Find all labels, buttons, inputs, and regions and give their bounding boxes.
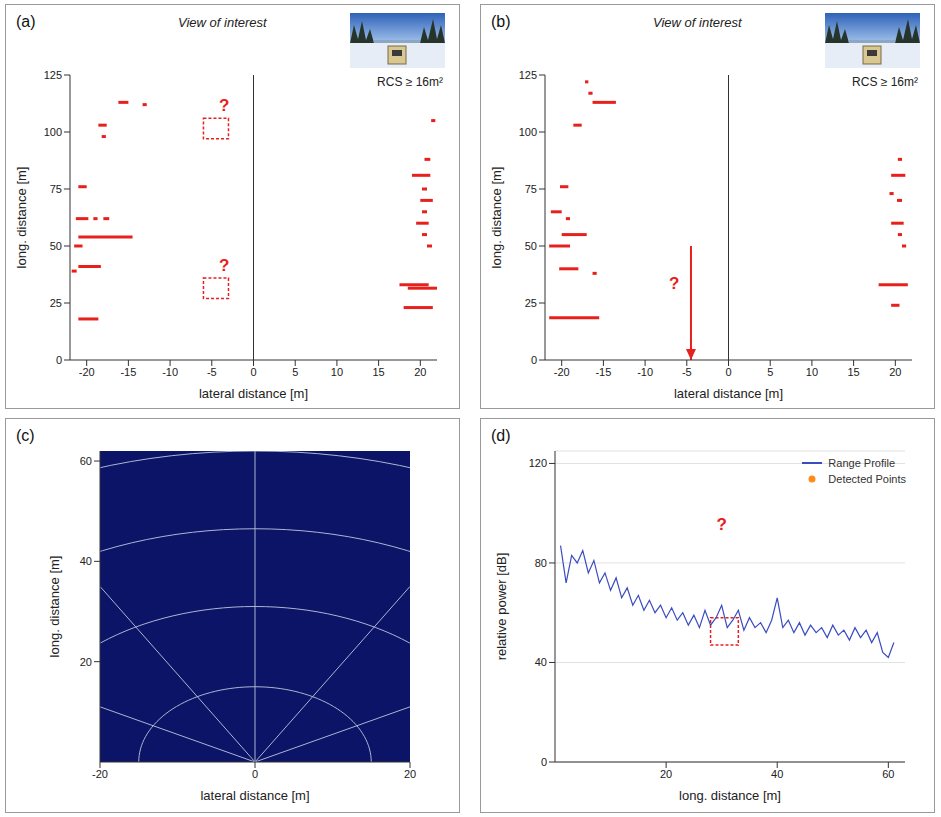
svg-text:-5: -5	[207, 366, 217, 378]
svg-text:80: 80	[535, 557, 547, 569]
svg-text:20: 20	[404, 768, 416, 780]
html-text:View of interest: View of interest	[653, 15, 742, 30]
html-text:RCS ≥ 16m²: RCS ≥ 16m²	[377, 75, 443, 89]
svg-text:-15: -15	[595, 366, 611, 378]
svg-text:15: 15	[847, 366, 859, 378]
html-text:View of interest: View of interest	[178, 15, 267, 30]
svg-text:long. distance [m]: long. distance [m]	[679, 788, 781, 803]
svg-text:?: ?	[219, 256, 229, 275]
svg-text:60: 60	[882, 768, 894, 780]
svg-text:long. distance [m]: long. distance [m]	[489, 167, 504, 269]
svg-text:-15: -15	[120, 366, 136, 378]
svg-text:long. distance [m]: long. distance [m]	[14, 167, 29, 269]
svg-text:5: 5	[767, 366, 773, 378]
svg-text:0: 0	[56, 354, 62, 366]
svg-text:lateral distance [m]: lateral distance [m]	[199, 386, 308, 401]
svg-text:40: 40	[535, 656, 547, 668]
svg-text:?: ?	[219, 96, 229, 115]
svg-text:lateral distance [m]: lateral distance [m]	[674, 386, 783, 401]
svg-text:20: 20	[80, 656, 92, 668]
svg-text:0: 0	[250, 366, 256, 378]
svg-text:50: 50	[525, 240, 537, 252]
svg-text:60: 60	[80, 455, 92, 467]
svg-text:100: 100	[519, 126, 537, 138]
html-text:Range Profile: Range Profile	[828, 457, 895, 469]
svg-text:100: 100	[44, 126, 62, 138]
svg-text:25: 25	[525, 297, 537, 309]
svg-text:0: 0	[252, 768, 258, 780]
svg-text:relative power [dB]: relative power [dB]	[494, 553, 509, 661]
svg-text:40: 40	[80, 555, 92, 567]
html-text:Detected Points: Detected Points	[828, 473, 906, 485]
svg-text:20: 20	[660, 768, 672, 780]
svg-text:25: 25	[50, 297, 62, 309]
svg-text:-5: -5	[682, 366, 692, 378]
svg-text:-20: -20	[79, 366, 95, 378]
svg-text:125: 125	[519, 70, 537, 81]
svg-text:20: 20	[414, 366, 426, 378]
svg-text:0: 0	[541, 756, 547, 768]
svg-text:5: 5	[292, 366, 298, 378]
svg-text:10: 10	[806, 366, 818, 378]
svg-text:75: 75	[50, 183, 62, 195]
svg-text:-20: -20	[92, 768, 108, 780]
svg-text:120: 120	[529, 457, 547, 469]
html-text:(c): (c)	[16, 427, 35, 444]
svg-text:125: 125	[44, 70, 62, 81]
html-text:(a): (a)	[16, 13, 36, 30]
html-text:RCS ≥ 16m²: RCS ≥ 16m²	[852, 75, 918, 89]
svg-text:-10: -10	[637, 366, 653, 378]
svg-text:75: 75	[525, 183, 537, 195]
svg-text:?: ?	[669, 274, 679, 293]
html-text:(d): (d)	[491, 427, 511, 444]
svg-text:?: ?	[716, 515, 726, 534]
svg-text:0: 0	[531, 354, 537, 366]
svg-text:10: 10	[331, 366, 343, 378]
svg-text:-10: -10	[162, 366, 178, 378]
html-text:(b): (b)	[491, 13, 511, 30]
svg-text:20: 20	[889, 366, 901, 378]
svg-text:0: 0	[725, 366, 731, 378]
svg-text:50: 50	[50, 240, 62, 252]
svg-text:15: 15	[372, 366, 384, 378]
svg-text:long. distance [m]: long. distance [m]	[47, 556, 62, 658]
svg-text:40: 40	[771, 768, 783, 780]
svg-text:-20: -20	[554, 366, 570, 378]
svg-text:lateral distance [m]: lateral distance [m]	[200, 788, 309, 803]
